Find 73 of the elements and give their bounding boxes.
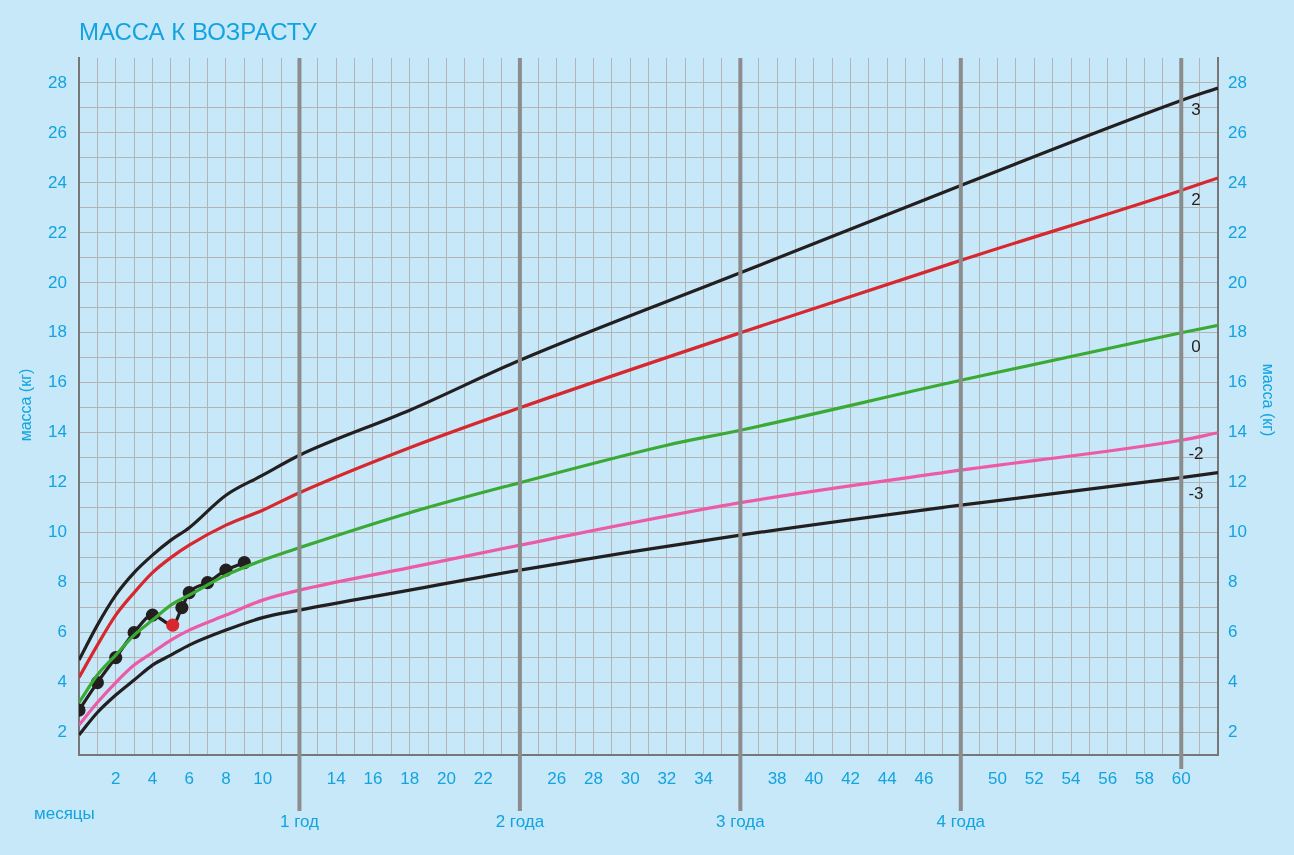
y-axis-title: масса (кг) [17, 368, 35, 442]
x-tick-label: 32 [657, 768, 677, 788]
x-tick-label: 6 [184, 768, 194, 788]
y-tick-label: 8 [57, 572, 67, 592]
x-tick-label: 22 [473, 768, 493, 788]
y-tick-label: 12 [48, 472, 67, 492]
y2-tick-label: 6 [1228, 622, 1238, 642]
y-tick-label: 14 [48, 422, 67, 442]
y2-tick-label: 26 [1228, 122, 1247, 142]
x-tick-label: 56 [1098, 768, 1118, 788]
y2-tick-label: 10 [1228, 522, 1247, 542]
x-tick-label: 30 [620, 768, 640, 788]
y-tick-label: 16 [48, 372, 67, 392]
y2-tick-label: 28 [1228, 72, 1247, 92]
y2-tick-label: 8 [1228, 572, 1238, 592]
series-label: 3 [1191, 99, 1201, 119]
line-series [79, 471, 1218, 737]
y2-tick-label: 24 [1228, 172, 1247, 192]
y-tick-label: 24 [48, 172, 67, 192]
x-tick-label: 16 [363, 768, 383, 788]
y-tick-label: 18 [48, 322, 67, 342]
y-tick-label: 4 [57, 672, 67, 692]
x-tick-label: 2 [111, 768, 121, 788]
x-tick-label: 26 [547, 768, 567, 788]
ref-line-label: 4 года [936, 811, 986, 831]
series-label: 2 [1191, 189, 1201, 209]
x-tick-label: 60 [1171, 768, 1191, 788]
x-tick-label: 54 [1061, 768, 1081, 788]
ref-line-label: 3 года [716, 811, 766, 831]
y2-tick-label: 18 [1228, 322, 1247, 342]
x-tick-label: 8 [221, 768, 231, 788]
x-tick-label: 52 [1024, 768, 1044, 788]
x-tick-label: 38 [767, 768, 787, 788]
line-series [79, 176, 1218, 680]
line-series [79, 86, 1218, 662]
y2-tick-label: 14 [1228, 422, 1247, 442]
series-label: -2 [1188, 444, 1204, 464]
point [166, 618, 180, 632]
x-tick-label: 40 [804, 768, 824, 788]
ref-line-label: 2 года [495, 811, 545, 831]
y-tick-label: 2 [57, 722, 67, 742]
x-tick-label: 14 [326, 768, 346, 788]
x-tick-label: 4 [147, 768, 158, 788]
y2-tick-label: 22 [1228, 222, 1247, 242]
x-tick-label: 20 [436, 768, 456, 788]
y-tick-label: 6 [57, 622, 67, 642]
x-tick-label: 58 [1135, 768, 1154, 788]
y-tick-label: 26 [48, 122, 67, 142]
line-series [79, 431, 1218, 727]
point [175, 601, 189, 615]
x-tick-label: 50 [988, 768, 1008, 788]
x-tick-label: 42 [841, 768, 861, 788]
x-tick-label: 44 [877, 768, 897, 788]
chart-title: МАССА К ВОЗРАСТУ [79, 18, 317, 46]
y-tick-label: 28 [48, 72, 67, 92]
y2-tick-label: 2 [1228, 722, 1238, 742]
x-tick-label: 18 [400, 768, 420, 788]
x-tick-label: 46 [914, 768, 934, 788]
y2-tick-label: 16 [1228, 372, 1247, 392]
x-tick-label: 34 [694, 768, 714, 788]
y-tick-label: 10 [48, 522, 67, 542]
series-label: 0 [1191, 337, 1201, 356]
y2-axis-title: масса (кг) [1259, 363, 1277, 437]
x-tick-label: 10 [253, 768, 273, 788]
x-tick-label: 28 [583, 768, 603, 788]
y2-tick-label: 20 [1228, 272, 1247, 292]
ref-line-label: 1 год [279, 811, 320, 831]
y-tick-label: 22 [48, 222, 67, 242]
y-tick-label: 20 [48, 272, 67, 292]
series-label: -3 [1188, 484, 1204, 504]
y2-tick-label: 12 [1228, 472, 1247, 492]
y2-tick-label: 4 [1228, 672, 1238, 692]
x-axis-title: месяцы [34, 804, 95, 824]
